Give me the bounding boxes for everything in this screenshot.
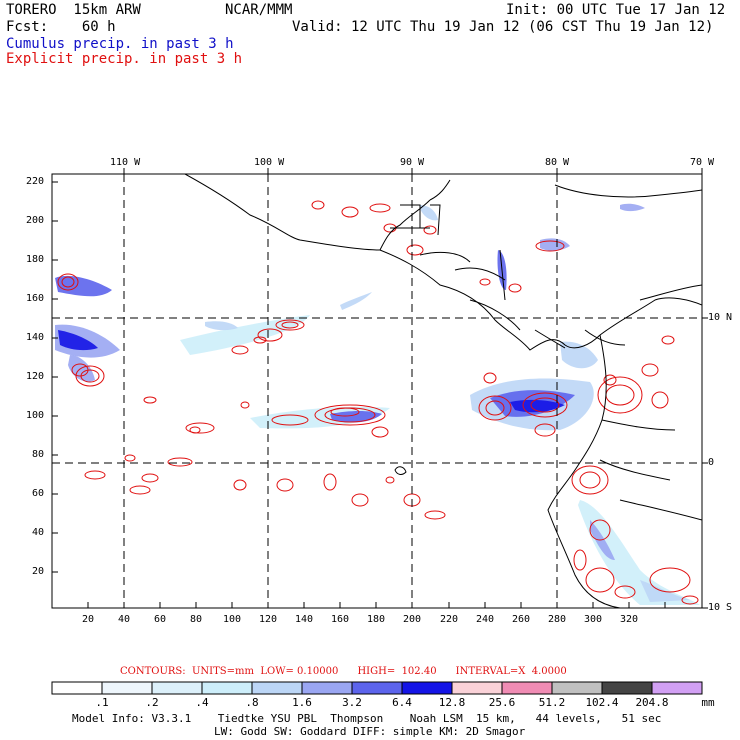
y-tick-label: 80 [32,449,45,460]
lat-label: 10 N [708,312,733,323]
y-tick-label: 120 [26,371,45,382]
organization: NCAR/MMM [225,2,293,18]
y-tick-label: 100 [26,410,45,421]
y-tick-label: 160 [26,293,45,304]
explicit-precip-contours [57,200,699,605]
model-info-line2: LW: Godd SW: Goddard DIFF: simple KM: 2D… [214,725,526,738]
colorbar-label: 25.6 [488,696,516,709]
axis-ticks [52,168,708,609]
y-tick-label: 140 [26,332,45,343]
model-info-line1: Model Info: V3.3.1 Tiedtke YSU PBL Thomp… [72,712,662,725]
lon-label: 100 W [254,157,285,168]
coastlines [184,174,702,608]
lon-label: 70 W [690,157,715,168]
x-tick-label: 300 [584,614,603,625]
x-tick-label: 240 [476,614,495,625]
colorbar-cell [301,681,353,695]
y-tick-label: 20 [32,566,45,577]
colorbar-cell [201,681,253,695]
colorbar-cell [401,681,453,695]
lon-label: 110 W [110,157,141,168]
y-tick-label: 180 [26,254,45,265]
x-tick-label: 180 [367,614,386,625]
colorbar-cell [251,681,303,695]
colorbar-cell [451,681,503,695]
x-tick-label: 160 [331,614,350,625]
colorbar-cell [151,681,203,695]
x-tick-label: 120 [259,614,278,625]
model-name: TORERO 15km ARW [6,2,141,18]
lat-label: 0 [708,457,715,468]
cumulus-field-label: Cumulus precip. in past 3 h [6,36,234,52]
colorbar-label: 3.2 [342,696,362,709]
y-tick-label: 200 [26,215,45,226]
x-tick-label: 20 [82,614,95,625]
valid-time: Valid: 12 UTC Thu 19 Jan 12 (06 CST Thu … [292,19,714,35]
colorbar-cell [601,681,653,695]
x-tick-label: 140 [295,614,314,625]
colorbar-cell [351,681,403,695]
colorbar-cell [501,681,553,695]
lat-label: 10 S [708,602,733,613]
explicit-field-label: Explicit precip. in past 3 h [6,51,243,67]
colorbar-label: 12.8 [438,696,466,709]
colorbar-label: .2 [145,696,159,709]
x-tick-label: 320 [620,614,639,625]
colorbar-cell [51,681,103,695]
colorbar-cell [651,681,703,695]
colorbar-cell [551,681,603,695]
x-tick-label: 260 [512,614,531,625]
init-time: Init: 00 UTC Tue 17 Jan 12 [506,2,726,18]
x-tick-label: 100 [223,614,242,625]
lon-label: 80 W [545,157,570,168]
colorbar-label: 204.8 [635,696,669,709]
contour-info: CONTOURS: UNITS=mm LOW= 0.10000 HIGH= 10… [120,666,567,677]
colorbar-unit: mm [701,696,715,709]
colorbar-label: 6.4 [392,696,412,709]
colorbar-label: .8 [245,696,259,709]
y-tick-label: 60 [32,488,45,499]
lon-label: 90 W [400,157,425,168]
x-tick-label: 80 [190,614,203,625]
y-tick-label: 220 [26,176,45,187]
colorbar-label: 102.4 [585,696,619,709]
colorbar-label: 51.2 [538,696,566,709]
colorbar-cell [101,681,153,695]
colorbar [51,681,703,695]
forecast-hour: Fcst: 60 h [6,19,116,35]
lat-lon-grid [52,174,702,608]
y-tick-label: 40 [32,527,45,538]
colorbar-label: .4 [195,696,209,709]
x-tick-label: 40 [118,614,131,625]
x-tick-label: 280 [548,614,567,625]
x-tick-label: 220 [440,614,459,625]
colorbar-label: 1.6 [292,696,312,709]
x-tick-label: 200 [403,614,422,625]
colorbar-label: .1 [95,696,109,709]
x-tick-label: 60 [154,614,167,625]
